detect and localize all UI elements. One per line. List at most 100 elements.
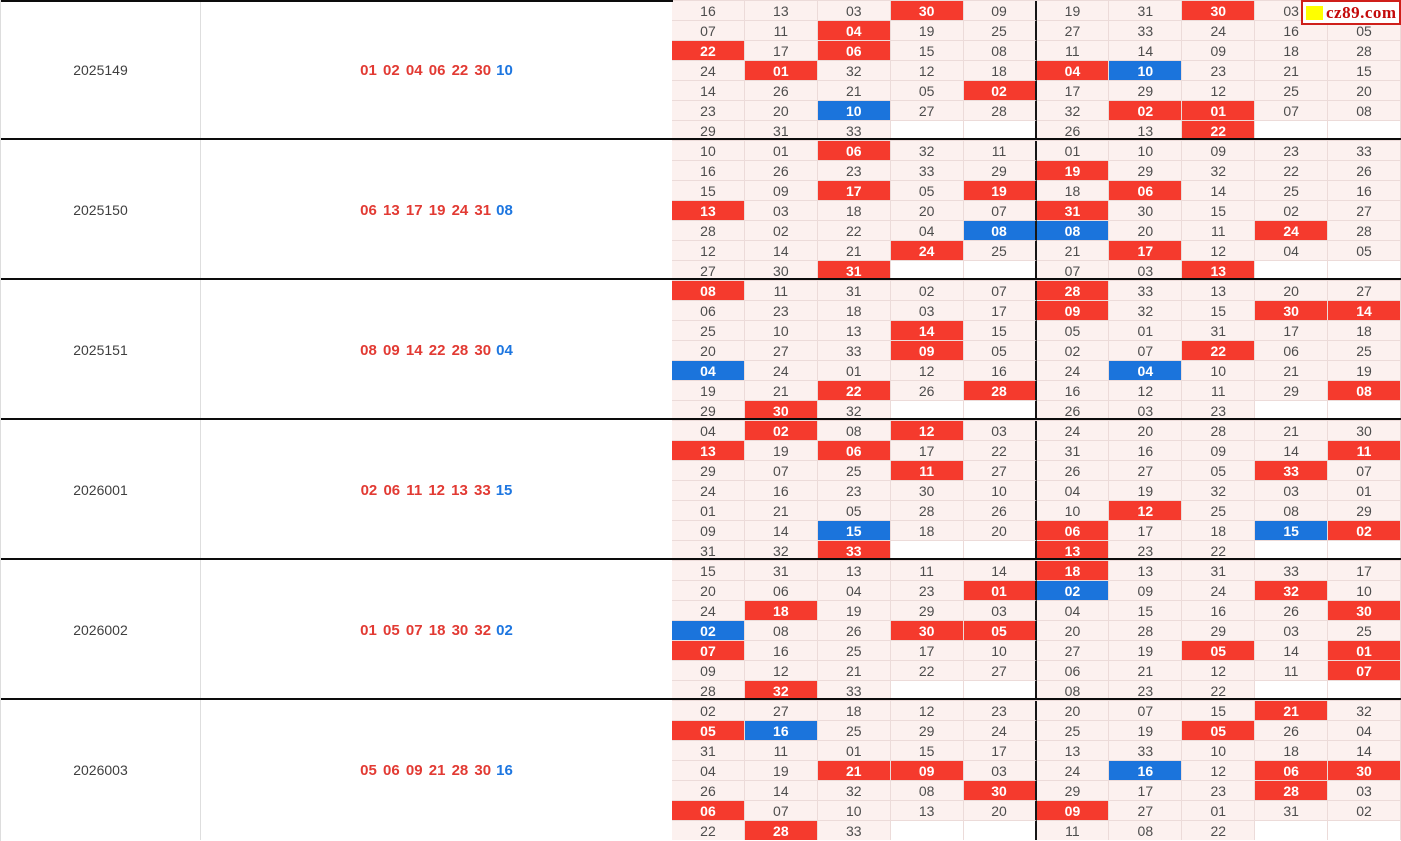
grid-cell: 09	[1036, 301, 1110, 321]
grid-cell: 21	[744, 501, 818, 521]
winning-numbers: 02 06 11 12 13 33 15	[201, 420, 672, 560]
grid-cell: 23	[672, 101, 745, 121]
grid-cell: 29	[1255, 381, 1329, 401]
grid-cell: 28	[963, 381, 1037, 401]
grid-cell: 16	[1255, 21, 1329, 41]
grid-cell	[1255, 821, 1329, 840]
left-panel: 2025151 08 09 14 22 28 30 04	[1, 280, 672, 420]
grid-cell: 23	[1182, 401, 1256, 420]
grid-cell: 07	[963, 201, 1037, 221]
grid-cell: 02	[1036, 581, 1110, 601]
grid-cell: 11	[890, 561, 964, 581]
grid-cell: 17	[1109, 241, 1183, 261]
grid-cell: 13	[1109, 121, 1183, 140]
grid-cell: 09	[672, 521, 745, 541]
grid-cell: 01	[1182, 801, 1256, 821]
grid-cell: 29	[1036, 781, 1110, 801]
grid-cell: 03	[963, 601, 1037, 621]
grid-cell: 02	[890, 281, 964, 301]
grid-cell: 07	[1036, 261, 1110, 280]
grid-cell: 26	[744, 161, 818, 181]
grid-cell: 30	[1109, 201, 1183, 221]
grid-cell: 21	[817, 661, 891, 681]
grid-cell: 09	[963, 1, 1037, 21]
grid-cell: 10	[672, 141, 745, 161]
grid-cell: 21	[1255, 701, 1329, 721]
grid-cell: 24	[672, 61, 745, 81]
grid-cell: 31	[1036, 441, 1110, 461]
grid-cell: 02	[1328, 801, 1401, 821]
grid-cell: 22	[1182, 121, 1256, 140]
grid-cell: 15	[1328, 61, 1401, 81]
grid-cell: 14	[1328, 301, 1401, 321]
grid-cell: 27	[744, 341, 818, 361]
grid-cell: 30	[890, 621, 964, 641]
grid-cell: 06	[1036, 521, 1110, 541]
grid-cell: 08	[817, 421, 891, 441]
grid-cell: 07	[1328, 661, 1401, 681]
grid-cell: 32	[1328, 701, 1401, 721]
grid-cell: 18	[1328, 321, 1401, 341]
grid-cell: 14	[744, 241, 818, 261]
grid-cell: 08	[744, 621, 818, 641]
grid-cell: 18	[1182, 521, 1256, 541]
draw-block: 2026003 05 06 09 21 28 30 16 02 27 18 12 23 2…	[1, 700, 1401, 840]
grid-cell: 20	[1036, 621, 1110, 641]
grid-cell: 26	[890, 381, 964, 401]
grid-cell: 05	[1182, 461, 1256, 481]
grid-cell: 12	[1182, 761, 1256, 781]
grid-cell: 08	[1328, 381, 1401, 401]
grid-cell: 22	[890, 661, 964, 681]
grid-cell: 29	[1182, 621, 1256, 641]
period-number: 2026003	[1, 700, 201, 840]
grid-cell: 12	[744, 661, 818, 681]
grid-cell: 29	[672, 121, 745, 140]
grid-cell: 12	[672, 241, 745, 261]
grid-cell: 19	[1036, 161, 1110, 181]
grid-cell: 06	[672, 301, 745, 321]
grid-cell: 04	[1036, 61, 1110, 81]
grid-cell: 13	[1036, 741, 1110, 761]
grid-cell: 20	[963, 801, 1037, 821]
grid-cell: 13	[1036, 541, 1110, 560]
grid-cell: 12	[890, 61, 964, 81]
grid-cell: 16	[1109, 441, 1183, 461]
grid-cell: 11	[1328, 441, 1401, 461]
grid-cell: 20	[672, 581, 745, 601]
grid-cell: 33	[890, 161, 964, 181]
grid-cell	[1328, 821, 1401, 840]
grid-cell: 20	[1109, 221, 1183, 241]
grid-cell: 06	[672, 801, 745, 821]
grid-cell: 02	[672, 701, 745, 721]
grid-cell: 27	[1109, 801, 1183, 821]
grid-cell: 27	[672, 261, 745, 280]
grid-cell: 20	[1036, 701, 1110, 721]
grid-cell: 32	[1255, 581, 1329, 601]
site-logo[interactable]: cz89.com	[1301, 0, 1401, 25]
grid-cell: 31	[1182, 561, 1256, 581]
grid-cell: 26	[1328, 161, 1401, 181]
grid-cell: 21	[1255, 61, 1329, 81]
grid-cell: 26	[817, 621, 891, 641]
grid-cell: 03	[1255, 481, 1329, 501]
grid-cell: 28	[1328, 41, 1401, 61]
grid-cell: 30	[744, 401, 818, 420]
grid-cell: 19	[1109, 641, 1183, 661]
grid-cell: 14	[963, 561, 1037, 581]
winning-blue-number: 15	[495, 481, 513, 499]
grid-cell	[963, 121, 1037, 140]
grid-cell: 21	[1036, 241, 1110, 261]
period-number: 2025149	[1, 0, 201, 140]
grid-cell: 04	[1255, 241, 1329, 261]
grid-cell: 19	[744, 441, 818, 461]
grid-cell: 33	[1109, 741, 1183, 761]
grid-cell: 32	[817, 401, 891, 420]
grid-cell: 15	[817, 521, 891, 541]
left-panel: 2026002 01 05 07 18 30 32 02	[1, 560, 672, 700]
grid-cell: 31	[1255, 801, 1329, 821]
grid-cell: 25	[1328, 341, 1401, 361]
grid-cell: 05	[890, 81, 964, 101]
grid-cell: 17	[744, 41, 818, 61]
grid-cell: 13	[744, 1, 818, 21]
grid-cell: 16	[963, 361, 1037, 381]
